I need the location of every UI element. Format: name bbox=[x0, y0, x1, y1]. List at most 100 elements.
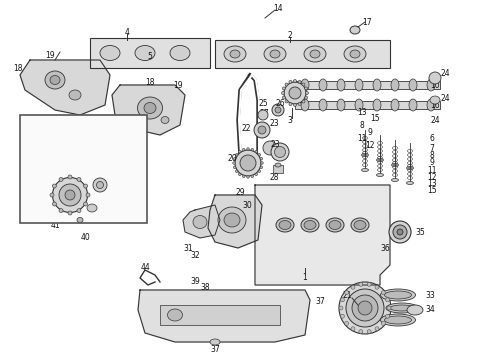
Ellipse shape bbox=[289, 87, 301, 99]
Text: 32: 32 bbox=[190, 251, 200, 260]
Ellipse shape bbox=[305, 96, 308, 99]
Ellipse shape bbox=[301, 218, 319, 232]
Ellipse shape bbox=[235, 170, 238, 172]
Text: 41: 41 bbox=[50, 220, 60, 230]
Ellipse shape bbox=[386, 298, 390, 302]
Ellipse shape bbox=[65, 190, 75, 200]
Ellipse shape bbox=[247, 176, 249, 178]
Ellipse shape bbox=[239, 173, 241, 176]
Text: 19: 19 bbox=[45, 50, 55, 59]
Text: 14: 14 bbox=[273, 4, 283, 13]
Ellipse shape bbox=[359, 330, 363, 334]
Ellipse shape bbox=[294, 80, 296, 82]
Text: 17: 17 bbox=[362, 18, 372, 27]
Ellipse shape bbox=[346, 289, 384, 327]
Text: 4: 4 bbox=[124, 27, 129, 36]
Text: 8: 8 bbox=[430, 150, 434, 159]
Text: 9: 9 bbox=[430, 158, 435, 166]
Ellipse shape bbox=[367, 282, 371, 286]
Ellipse shape bbox=[339, 306, 343, 310]
Ellipse shape bbox=[251, 148, 254, 151]
Ellipse shape bbox=[284, 82, 306, 104]
Ellipse shape bbox=[375, 327, 379, 331]
Ellipse shape bbox=[243, 175, 245, 177]
Ellipse shape bbox=[362, 168, 368, 171]
Ellipse shape bbox=[344, 291, 348, 294]
Ellipse shape bbox=[258, 153, 261, 156]
Text: 11: 11 bbox=[427, 166, 437, 175]
Ellipse shape bbox=[270, 50, 280, 58]
Ellipse shape bbox=[355, 79, 363, 91]
Text: 26: 26 bbox=[275, 99, 285, 108]
Ellipse shape bbox=[337, 79, 345, 91]
Ellipse shape bbox=[427, 79, 435, 91]
Ellipse shape bbox=[282, 87, 285, 90]
Ellipse shape bbox=[281, 91, 285, 95]
Ellipse shape bbox=[393, 225, 407, 239]
Ellipse shape bbox=[93, 178, 107, 192]
Ellipse shape bbox=[351, 285, 355, 289]
Ellipse shape bbox=[68, 175, 72, 179]
Bar bbox=[295, 101, 440, 109]
Ellipse shape bbox=[255, 173, 257, 176]
Ellipse shape bbox=[144, 103, 156, 113]
Ellipse shape bbox=[254, 122, 270, 138]
Ellipse shape bbox=[263, 141, 277, 155]
Text: 40: 40 bbox=[80, 233, 90, 242]
Ellipse shape bbox=[285, 100, 288, 103]
Ellipse shape bbox=[240, 155, 256, 171]
Ellipse shape bbox=[84, 184, 88, 188]
Ellipse shape bbox=[258, 170, 261, 172]
Text: 25: 25 bbox=[258, 99, 268, 108]
Text: 21: 21 bbox=[342, 291, 352, 300]
Ellipse shape bbox=[235, 150, 261, 176]
Ellipse shape bbox=[258, 126, 266, 134]
Ellipse shape bbox=[45, 71, 65, 89]
Ellipse shape bbox=[375, 285, 379, 289]
Ellipse shape bbox=[77, 217, 83, 222]
Ellipse shape bbox=[289, 103, 292, 105]
Ellipse shape bbox=[86, 193, 90, 197]
Ellipse shape bbox=[339, 282, 391, 334]
Text: 2: 2 bbox=[288, 31, 293, 40]
Polygon shape bbox=[208, 195, 262, 248]
Ellipse shape bbox=[305, 91, 309, 95]
Text: 15: 15 bbox=[427, 185, 437, 194]
Text: 33: 33 bbox=[425, 291, 435, 300]
Ellipse shape bbox=[261, 162, 263, 164]
Ellipse shape bbox=[264, 46, 286, 62]
Ellipse shape bbox=[255, 150, 257, 153]
Ellipse shape bbox=[352, 295, 378, 321]
Ellipse shape bbox=[391, 79, 399, 91]
Ellipse shape bbox=[59, 184, 81, 206]
Ellipse shape bbox=[409, 79, 417, 91]
Ellipse shape bbox=[386, 314, 390, 318]
Ellipse shape bbox=[77, 208, 81, 213]
Ellipse shape bbox=[376, 158, 384, 162]
Ellipse shape bbox=[359, 282, 363, 286]
Text: 36: 36 bbox=[380, 243, 390, 252]
Bar bbox=[90, 38, 210, 68]
Ellipse shape bbox=[386, 303, 418, 313]
Ellipse shape bbox=[302, 83, 305, 86]
Ellipse shape bbox=[52, 184, 56, 188]
Ellipse shape bbox=[243, 148, 245, 151]
Ellipse shape bbox=[429, 72, 441, 84]
Ellipse shape bbox=[50, 193, 54, 197]
Text: 19: 19 bbox=[173, 81, 183, 90]
Ellipse shape bbox=[337, 99, 345, 111]
Ellipse shape bbox=[362, 153, 368, 157]
Text: 6: 6 bbox=[430, 134, 435, 143]
Ellipse shape bbox=[373, 79, 381, 91]
Ellipse shape bbox=[385, 291, 412, 299]
Ellipse shape bbox=[373, 99, 381, 111]
Text: 11: 11 bbox=[357, 134, 367, 143]
Ellipse shape bbox=[341, 314, 344, 318]
Text: 20: 20 bbox=[227, 153, 237, 162]
Ellipse shape bbox=[84, 202, 88, 206]
Ellipse shape bbox=[341, 298, 344, 302]
Ellipse shape bbox=[271, 143, 289, 161]
Ellipse shape bbox=[285, 83, 288, 86]
Text: 43: 43 bbox=[103, 198, 113, 207]
Ellipse shape bbox=[210, 339, 220, 345]
